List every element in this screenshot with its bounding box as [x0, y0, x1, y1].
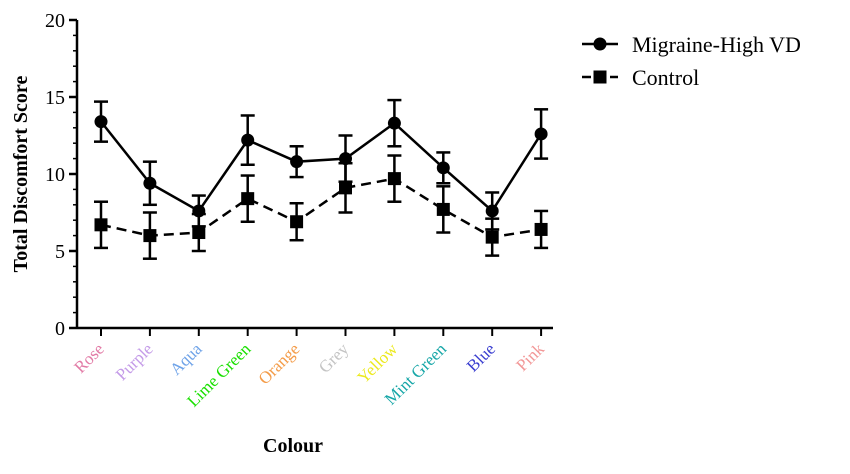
- data-point: [192, 226, 206, 240]
- series-line: [100, 177, 542, 239]
- category-label: Aqua: [166, 339, 206, 379]
- category-label: Yellow: [354, 339, 402, 387]
- data-point: [436, 202, 450, 216]
- data-point: [387, 116, 401, 130]
- series-layer: [94, 98, 549, 260]
- data-point: [290, 215, 304, 229]
- data-point: [94, 115, 108, 129]
- data-point: [436, 161, 450, 175]
- x-axis-title: Colour: [263, 435, 323, 457]
- y-tick-label: 10: [45, 164, 65, 186]
- legend-label-control: Control: [632, 65, 699, 90]
- data-point: [290, 155, 304, 169]
- data-point: [339, 181, 352, 195]
- series-migraine: [94, 98, 549, 231]
- category-label: Orange: [255, 339, 304, 388]
- legend-marker-migraine: [593, 37, 607, 51]
- legend-marker-control: [593, 70, 607, 84]
- series-control: [94, 154, 549, 260]
- series-line: [100, 120, 543, 213]
- category-label: Grey: [315, 339, 353, 377]
- y-ticks: 0 5 10 15 20: [45, 10, 77, 340]
- data-point: [241, 133, 255, 147]
- data-point: [143, 229, 157, 243]
- legend: Migraine-High VD Control: [582, 32, 801, 90]
- legend-item-migraine: Migraine-High VD: [582, 32, 801, 57]
- data-point: [534, 222, 548, 236]
- data-point: [241, 192, 255, 206]
- data-point: [485, 204, 499, 218]
- category-label: Rose: [70, 339, 107, 376]
- axes: [75, 20, 553, 330]
- legend-item-control: Control: [582, 65, 699, 90]
- data-point: [485, 230, 499, 244]
- data-point: [339, 152, 352, 166]
- data-point: [387, 172, 401, 186]
- y-tick-label: 15: [45, 87, 65, 109]
- y-tick-label: 5: [55, 241, 65, 263]
- y-axis-title: Total Discomfort Score: [10, 76, 32, 273]
- y-tick-label: 0: [55, 318, 65, 340]
- legend-label-migraine: Migraine-High VD: [632, 32, 801, 57]
- y-tick-label: 20: [45, 10, 65, 32]
- data-point: [94, 218, 108, 232]
- data-point: [143, 176, 157, 190]
- category-label: Blue: [463, 339, 499, 375]
- data-point: [534, 127, 548, 141]
- category-label: Purple: [112, 339, 157, 384]
- category-label: Pink: [512, 339, 548, 375]
